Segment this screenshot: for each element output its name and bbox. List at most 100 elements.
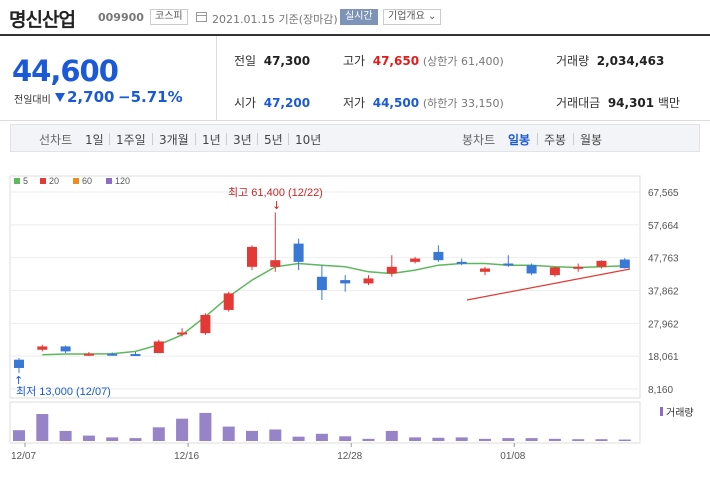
calendar-icon	[196, 12, 207, 22]
low-annotation: 최저 13,000 (12/07)	[16, 385, 111, 398]
y-tick-label: 47,763	[648, 254, 679, 265]
candle-body	[573, 266, 584, 269]
volume-bar	[269, 429, 282, 441]
trend-line	[466, 268, 631, 301]
candle-body	[340, 280, 351, 284]
candle-chart-label: 봉차트	[462, 133, 496, 147]
candle-body	[526, 265, 537, 274]
candle-monthly[interactable]: 월봉	[580, 133, 603, 147]
stock-name: 명신산업	[9, 9, 76, 31]
period-1w[interactable]: 1주일	[116, 133, 146, 147]
legend-swatch	[106, 178, 112, 184]
stock-code: 009900	[98, 11, 144, 24]
legend-label: 20	[49, 176, 59, 186]
candle-body	[83, 353, 94, 356]
legend-swatch	[40, 178, 46, 184]
candle-body	[596, 260, 607, 267]
stock-header: 명신산업 009900 코스피 2021.01.15 기준(장마감) 실시간 기…	[0, 0, 710, 34]
volume-bar	[502, 438, 515, 441]
volume-bar	[129, 438, 142, 441]
volume-bar	[152, 427, 165, 441]
candle-body	[619, 259, 630, 269]
volume-bar	[176, 418, 189, 441]
volume-bar	[362, 438, 375, 441]
down-arrow-icon	[55, 93, 65, 102]
volume-bar	[339, 436, 352, 441]
legend-swatch	[14, 178, 20, 184]
candle-body	[247, 246, 257, 267]
diff-label: 전일대비	[14, 95, 51, 106]
legend-label: 120	[115, 176, 130, 186]
volume-legend-swatch	[660, 407, 663, 416]
volume-bar	[13, 430, 25, 441]
candle-weekly[interactable]: 주봉	[544, 133, 567, 147]
volume-bar	[292, 436, 305, 441]
candle-body	[433, 251, 444, 261]
x-tick-label: 01/08	[500, 451, 525, 462]
divider	[216, 36, 217, 121]
candle-body	[107, 353, 118, 356]
volume-bar	[222, 426, 235, 441]
period-10y[interactable]: 10년	[295, 133, 322, 147]
base-date: 2021.01.15 기준(장마감)	[212, 13, 338, 26]
volume-bar	[432, 437, 445, 441]
volume-bar	[595, 439, 608, 441]
y-tick-label: 18,061	[648, 352, 679, 363]
candle-body	[363, 278, 374, 284]
candle-body	[130, 354, 141, 357]
company-info-button[interactable]: 기업개요 ⌄	[383, 9, 442, 25]
volume-bar	[409, 437, 422, 441]
volume-bar	[36, 414, 49, 441]
x-tick-label: 12/07	[11, 451, 36, 462]
chart-legend: 5 20 60 120	[14, 176, 130, 186]
candle-body	[480, 268, 490, 272]
volume-bar	[455, 437, 468, 441]
volume-bar	[82, 435, 95, 441]
legend-label: 60	[82, 176, 92, 186]
candle-body	[37, 346, 48, 350]
volume-bar	[618, 439, 631, 441]
volume-bar	[315, 433, 328, 441]
candle-body	[223, 293, 234, 310]
y-tick-label: 8,160	[648, 385, 673, 396]
high-annotation: 최고 61,400 (12/22)	[228, 186, 323, 199]
y-tick-label: 27,962	[648, 319, 679, 330]
volume-bar	[572, 439, 585, 441]
candle-daily[interactable]: 일봉	[508, 133, 531, 147]
volume-bar	[385, 430, 398, 441]
period-1y[interactable]: 1년	[202, 133, 221, 147]
volume-bar	[479, 438, 491, 441]
low-price: 저가 44,500 (하한가 33,150)	[343, 96, 504, 110]
candle-body	[549, 267, 560, 276]
legend-label: 5	[23, 176, 28, 186]
trade-amount: 거래대금 94,301 백만	[556, 96, 681, 110]
market-badge: 코스피	[150, 9, 188, 25]
volume-bar	[525, 438, 538, 441]
candle-body	[503, 263, 514, 266]
period-1d[interactable]: 1일	[85, 133, 104, 147]
open-price: 시가 47,200	[234, 96, 311, 110]
realtime-button[interactable]: 실시간	[340, 9, 378, 25]
volume: 거래량 2,034,463	[556, 54, 665, 68]
period-5y[interactable]: 5년	[264, 133, 283, 147]
period-3y[interactable]: 3년	[233, 133, 252, 147]
candle-body	[153, 341, 164, 354]
volume-bar	[246, 430, 258, 441]
high-arrow-icon: ↓	[272, 199, 281, 212]
prev-close: 전일 47,300	[234, 54, 311, 68]
candle-body	[293, 243, 304, 262]
ma5-line	[42, 262, 625, 356]
x-tick-label: 12/28	[337, 451, 362, 462]
y-tick-label: 57,664	[648, 221, 679, 232]
period-bar: 선차트 1일 1주일 3개월 1년 3년 5년 10년 봉차트 일봉 주봉 월봉	[10, 124, 700, 152]
volume-bar	[199, 412, 212, 441]
volume-legend-label: 거래량	[666, 407, 694, 419]
candle-body	[270, 260, 281, 267]
candle-body	[386, 266, 397, 274]
candle-body	[456, 261, 467, 264]
volume-bar	[548, 438, 561, 441]
low-arrow-icon: ↑	[14, 374, 23, 387]
line-chart-label: 선차트	[39, 133, 73, 147]
diff-value: 2,700	[67, 88, 115, 106]
period-3m[interactable]: 3개월	[159, 133, 189, 147]
